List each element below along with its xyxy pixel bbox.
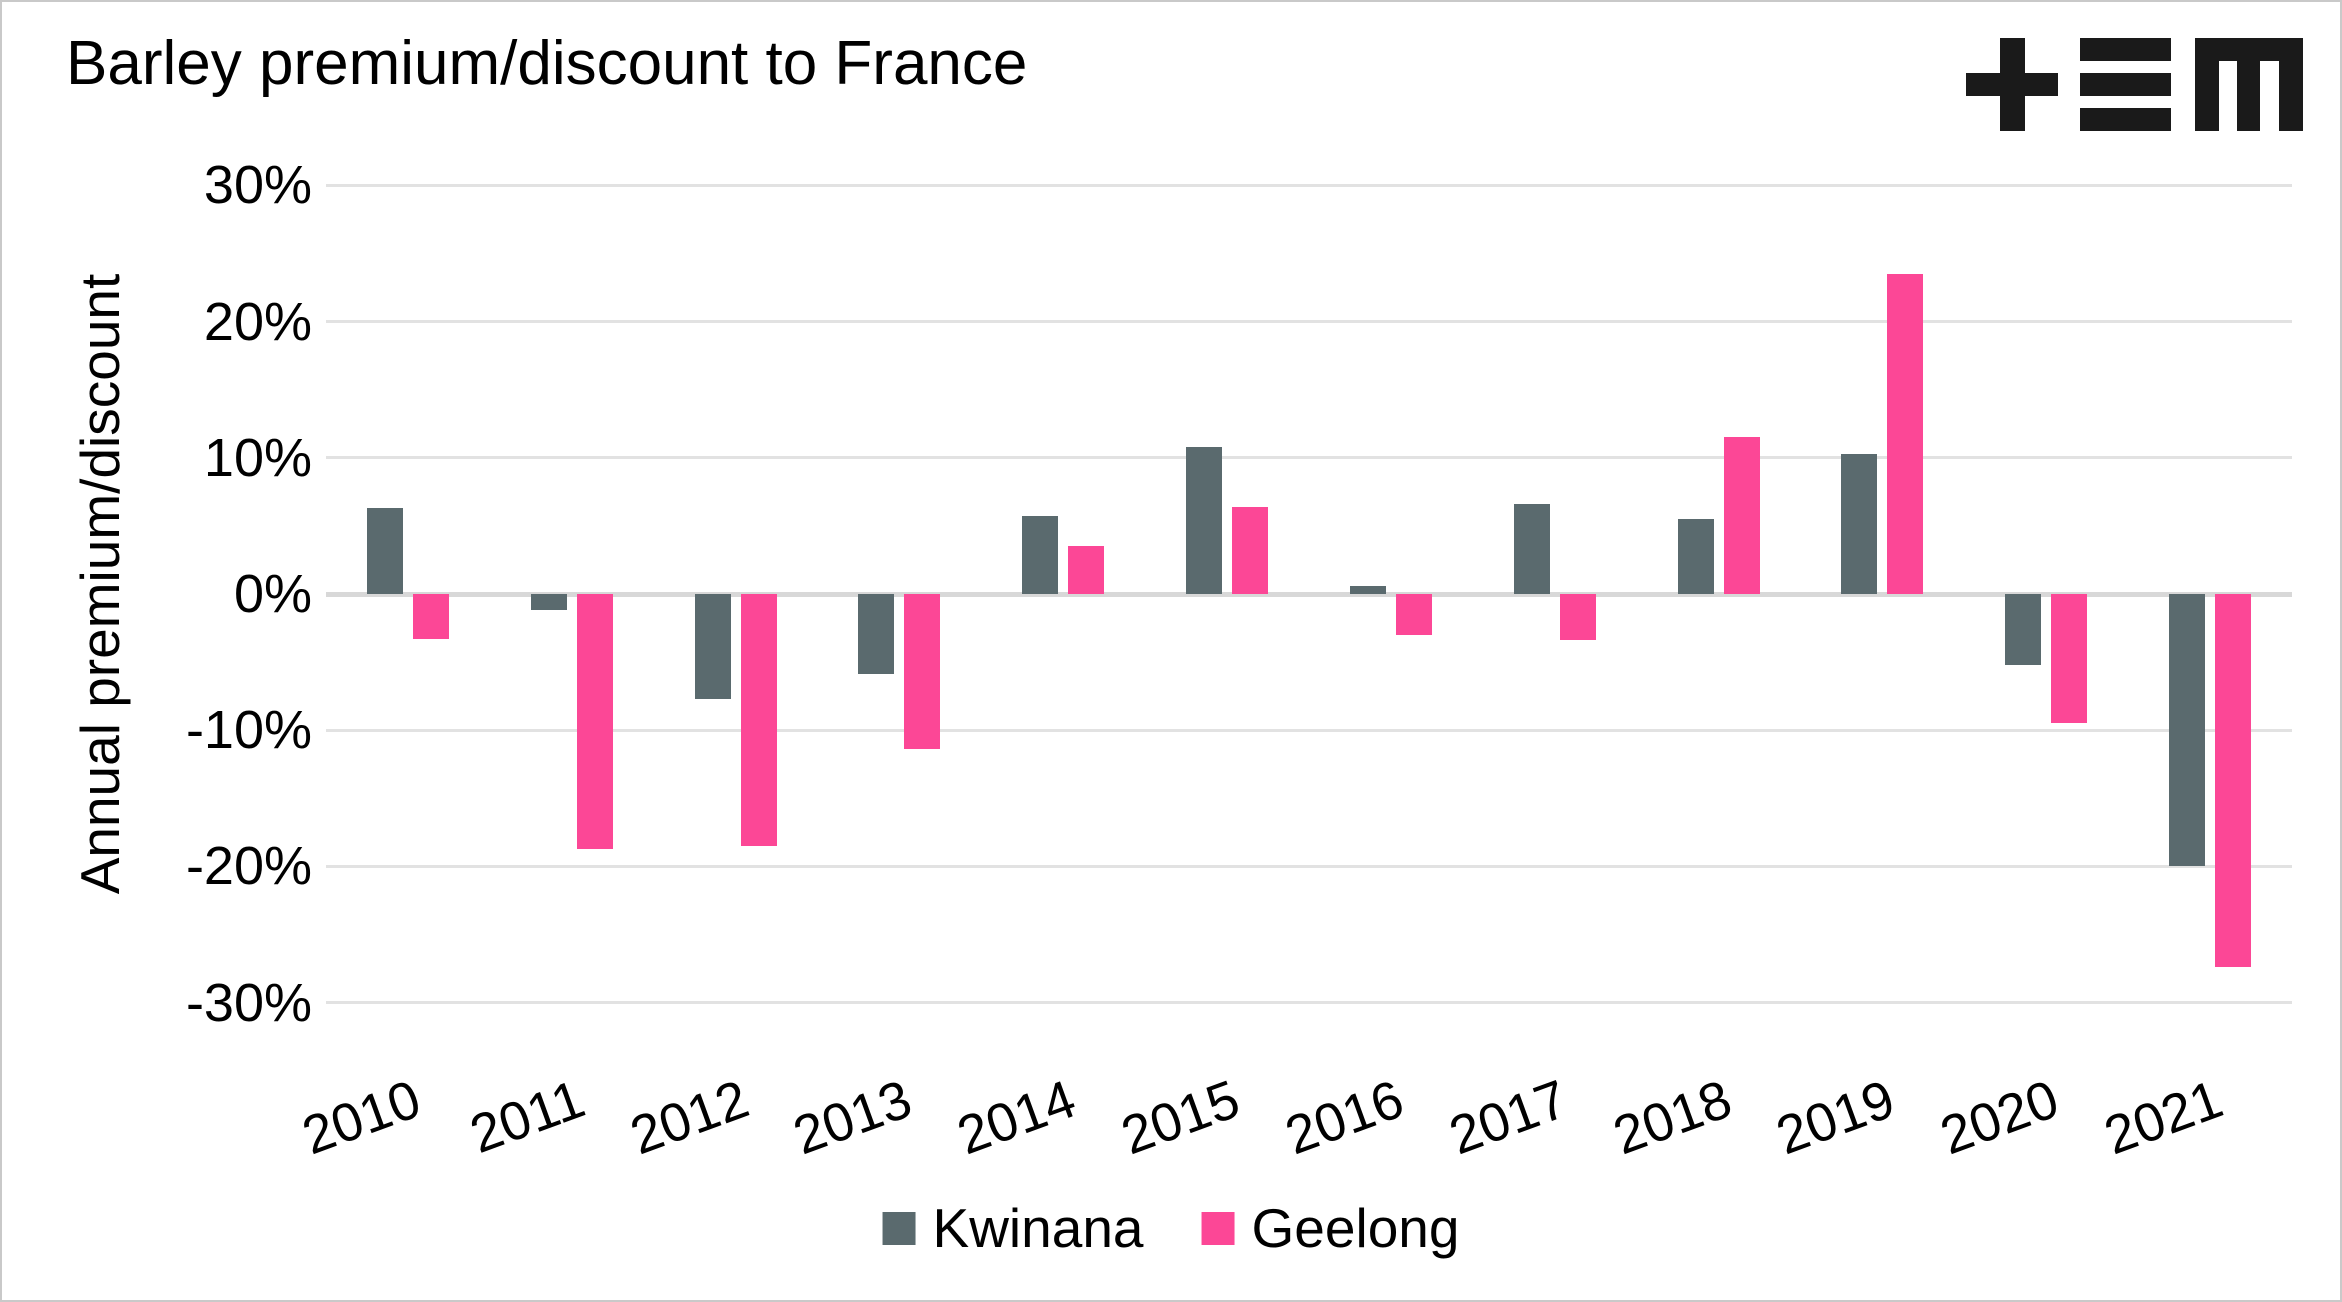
- y-tick-label-10: 10%: [203, 427, 312, 488]
- bar-geelong-2018: [1723, 437, 1760, 594]
- bar-kwinana-2014: [1022, 516, 1059, 594]
- bar-kwinana-2021: [2169, 594, 2206, 867]
- bar-geelong-2020: [2051, 594, 2088, 724]
- gridline-10: [326, 456, 2292, 460]
- legend-label-kwinana: Kwinana: [932, 1197, 1144, 1259]
- bar-geelong-2015: [1232, 506, 1269, 594]
- bar-geelong-2010: [412, 594, 449, 639]
- bar-kwinana-2020: [2005, 594, 2042, 665]
- x-tick-label-2021: 2021: [2096, 1068, 2231, 1167]
- y-axis-title: Annual premium/discount: [69, 273, 131, 895]
- bar-geelong-2012: [740, 594, 777, 846]
- y-tick-label-20: 20%: [203, 291, 312, 352]
- bar-kwinana-2010: [366, 508, 403, 594]
- legend-label-geelong: Geelong: [1251, 1197, 1460, 1259]
- y-tick-label--10: -10%: [185, 700, 312, 761]
- gridline-30: [326, 183, 2292, 187]
- tem-logo-icon: [1966, 38, 2303, 131]
- bar-geelong-2021: [2215, 594, 2252, 968]
- bar-geelong-2013: [904, 594, 941, 750]
- bar-kwinana-2015: [1186, 446, 1223, 594]
- bar-kwinana-2016: [1349, 585, 1386, 594]
- y-tick-label--30: -30%: [185, 972, 312, 1033]
- bar-geelong-2016: [1395, 594, 1432, 635]
- legend-swatch-kwinana-icon: [882, 1211, 916, 1245]
- bar-kwinana-2017: [1513, 504, 1550, 594]
- bar-kwinana-2012: [694, 594, 731, 699]
- gridline--10: [326, 728, 2292, 732]
- y-tick-label-30: 30%: [203, 155, 312, 216]
- bar-geelong-2019: [1887, 274, 1924, 594]
- bar-kwinana-2011: [530, 594, 567, 611]
- legend-item-kwinana: Kwinana: [882, 1197, 1144, 1259]
- bar-kwinana-2018: [1677, 519, 1714, 594]
- legend-swatch-geelong-icon: [1201, 1211, 1235, 1245]
- bar-kwinana-2019: [1841, 453, 1878, 594]
- gridline--30: [326, 1001, 2292, 1004]
- legend: Kwinana Geelong: [882, 1197, 1460, 1259]
- bar-kwinana-2013: [858, 594, 895, 675]
- y-tick-label--20: -20%: [185, 836, 312, 897]
- y-tick-label-0: 0%: [233, 564, 312, 624]
- legend-item-geelong: Geelong: [1201, 1197, 1460, 1259]
- gridline-0: [326, 591, 2292, 597]
- bar-geelong-2014: [1068, 546, 1105, 594]
- gridline--20: [326, 864, 2292, 868]
- bar-geelong-2011: [576, 594, 613, 849]
- bar-geelong-2017: [1559, 594, 1596, 641]
- gridline-20: [326, 320, 2292, 324]
- chart-title: Barley premium/discount to France: [66, 29, 1028, 98]
